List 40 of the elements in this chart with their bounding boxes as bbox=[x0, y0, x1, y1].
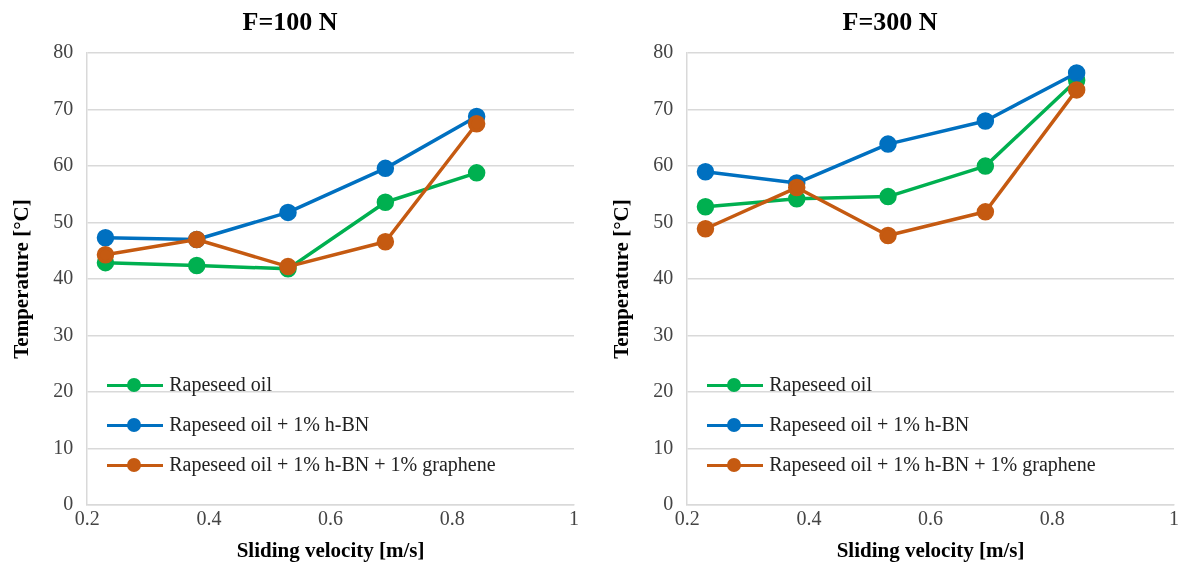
x-tick-label: 1 bbox=[569, 507, 579, 530]
y-tick-label: 50 bbox=[653, 209, 674, 232]
x-tick-label: 1 bbox=[1169, 507, 1179, 530]
legend-label: Rapeseed oil bbox=[769, 373, 872, 397]
y-tick-label: 10 bbox=[53, 435, 74, 458]
legend-label: Rapeseed oil + 1% h-BN + 1% graphene bbox=[769, 453, 1096, 477]
x-tick-label: 0.4 bbox=[196, 507, 222, 530]
x-tick-label: 0.2 bbox=[74, 507, 100, 530]
y-tick-label: 70 bbox=[653, 96, 674, 119]
legend-label: Rapeseed oil + 1% h-BN bbox=[769, 413, 970, 437]
y-tick-label: 40 bbox=[653, 266, 674, 289]
x-tick-label: 0.6 bbox=[918, 507, 944, 530]
y-tick-label: 40 bbox=[53, 266, 74, 289]
y-tick-label: 80 bbox=[653, 40, 674, 63]
y-tick-label: 80 bbox=[53, 40, 74, 63]
y-tick-label: 50 bbox=[53, 209, 74, 232]
y-tick-label: 0 bbox=[663, 492, 674, 515]
x-tick-label: 0.8 bbox=[1039, 507, 1065, 530]
x-axis-title: Sliding velocity [m/s] bbox=[236, 537, 425, 562]
y-tick-label: 0 bbox=[63, 492, 74, 515]
chart-title: F=100 N bbox=[242, 7, 338, 37]
legend-label: Rapeseed oil + 1% h-BN + 1% graphene bbox=[169, 453, 496, 477]
legend-label: Rapeseed oil bbox=[169, 373, 272, 397]
chart-title: F=300 N bbox=[842, 7, 938, 37]
y-axis-title: Temperature [°C] bbox=[609, 199, 634, 359]
y-tick-label: 10 bbox=[653, 435, 674, 458]
y-tick-label: 70 bbox=[53, 96, 74, 119]
y-tick-label: 30 bbox=[53, 322, 74, 345]
y-tick-label: 60 bbox=[53, 153, 74, 176]
x-tick-label: 0.6 bbox=[318, 507, 344, 530]
y-tick-label: 60 bbox=[653, 153, 674, 176]
x-tick-label: 0.8 bbox=[439, 507, 465, 530]
x-tick-label: 0.2 bbox=[674, 507, 700, 530]
y-tick-label: 20 bbox=[53, 379, 74, 402]
y-tick-label: 20 bbox=[653, 379, 674, 402]
x-axis-title: Sliding velocity [m/s] bbox=[836, 537, 1025, 562]
x-tick-label: 0.4 bbox=[796, 507, 822, 530]
y-axis-title: Temperature [°C] bbox=[9, 199, 34, 359]
y-tick-label: 30 bbox=[653, 322, 674, 345]
legend-label: Rapeseed oil + 1% h-BN bbox=[169, 413, 370, 437]
